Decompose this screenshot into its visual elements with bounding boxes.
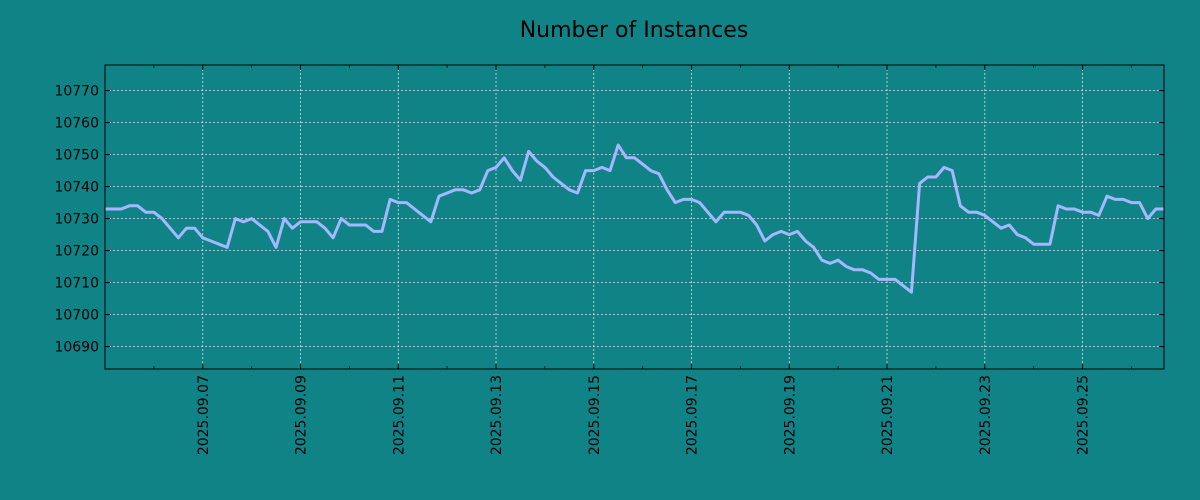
x-tick-label: 2025.09.07: [196, 375, 212, 455]
chart-title: Number of Instances: [520, 18, 749, 43]
x-tick-label: 2025.09.21: [880, 375, 896, 455]
y-axis: 10690 10700 10710 10720 10730 10740 10750 10760…: [54, 84, 1164, 356]
series-line: [105, 143, 1164, 294]
y-tick-label: 10760: [54, 116, 99, 132]
x-tick-label: 2025.09.23: [978, 375, 994, 455]
y-tick-label: 10750: [54, 148, 99, 164]
y-tick-label: 10720: [54, 244, 99, 260]
plot-frame: [104, 64, 1165, 370]
y-tick-label: 10770: [54, 84, 99, 100]
x-axis: 2025.09.07 2025.09.09 2025.09.11 2025.09.13…: [104, 65, 1132, 455]
x-tick-label: 2025.09.17: [685, 375, 701, 455]
x-tick-label: 2025.09.25: [1076, 375, 1092, 455]
y-tick-label: 10700: [54, 308, 99, 324]
x-tick-label: 2025.09.19: [782, 375, 798, 455]
x-tick-label: 2025.09.15: [587, 375, 603, 455]
y-tick-label: 10710: [54, 276, 99, 292]
y-tick-label: 10730: [54, 212, 99, 228]
y-tick-label: 10740: [54, 180, 99, 196]
y-tick-label: 10690: [54, 340, 99, 356]
series-layer: [105, 143, 1164, 294]
grid-lines: [105, 65, 1164, 369]
x-tick-label: 2025.09.09: [294, 375, 310, 455]
x-tick-label: 2025.09.11: [391, 375, 407, 455]
x-tick-label: 2025.09.13: [489, 375, 505, 455]
